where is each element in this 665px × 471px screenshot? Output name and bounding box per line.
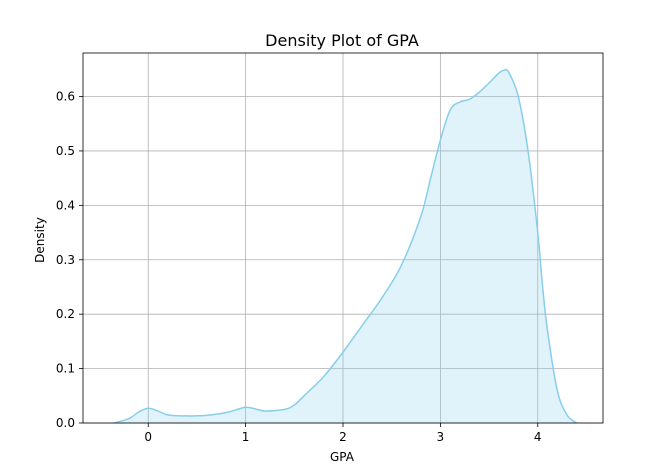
y-tick-label: 0.0	[56, 416, 75, 430]
y-tick-label: 0.4	[56, 198, 75, 212]
x-axis-label: GPA	[330, 450, 355, 464]
x-tick-label: 3	[437, 430, 445, 444]
y-tick-label: 0.3	[56, 253, 75, 267]
density-area	[114, 69, 577, 424]
y-tick-label: 0.5	[56, 144, 75, 158]
y-tick-label: 0.6	[56, 90, 75, 104]
x-tick-label: 4	[534, 430, 542, 444]
chart-title: Density Plot of GPA	[265, 31, 419, 50]
y-tick-label: 0.1	[56, 362, 75, 376]
x-tick-label: 1	[242, 430, 250, 444]
x-tick-label: 0	[144, 430, 152, 444]
plot-area: 0 1 2 3 4 0.0 0.1 0.2 0.3 0.4 0.5 0.6	[56, 52, 604, 444]
y-axis-label: Density	[33, 217, 47, 263]
y-tick-label: 0.2	[56, 307, 75, 321]
x-tick-label: 2	[339, 430, 347, 444]
density-line	[113, 68, 578, 424]
